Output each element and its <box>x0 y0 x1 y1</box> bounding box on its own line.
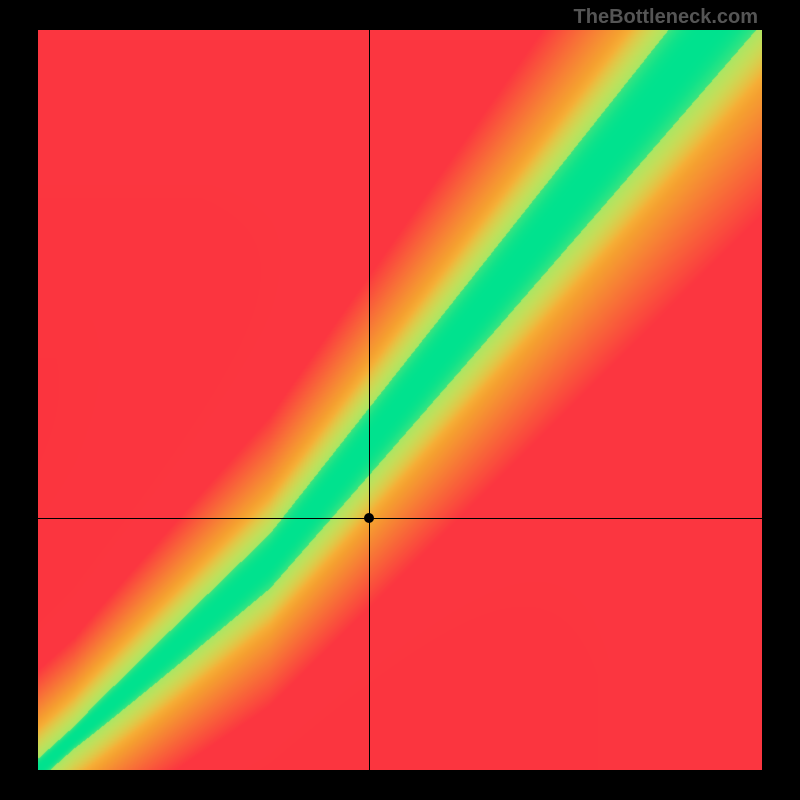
heatmap-plot <box>38 30 762 770</box>
marker-dot <box>364 513 374 523</box>
watermark: TheBottleneck.com <box>574 6 758 29</box>
heatmap-canvas <box>38 30 762 770</box>
crosshair-horizontal <box>38 518 762 519</box>
crosshair-vertical <box>369 30 370 770</box>
